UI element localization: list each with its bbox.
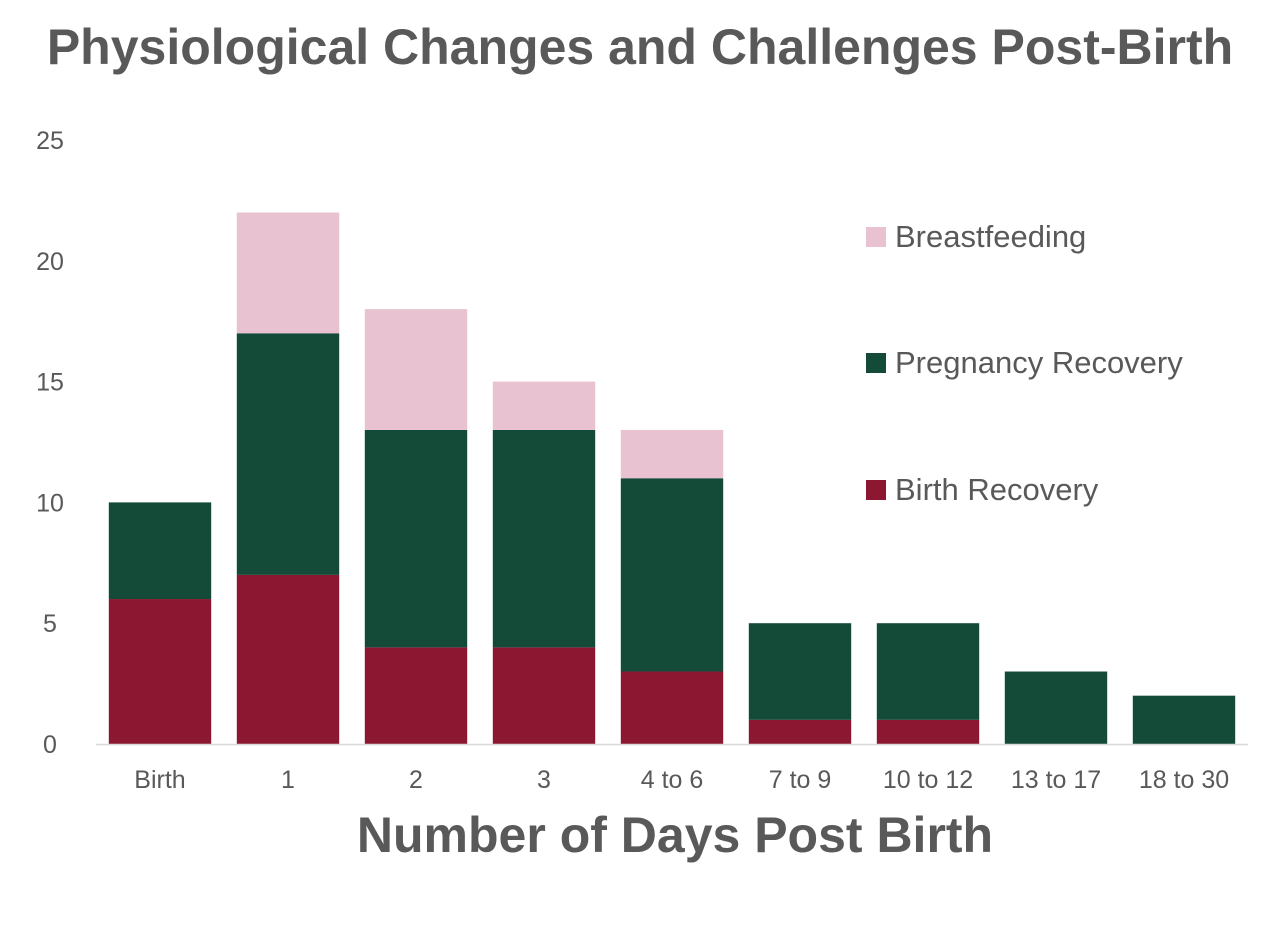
y-tick-label: 10 xyxy=(36,489,64,517)
bar-segment-breastfeeding xyxy=(492,381,596,430)
bar-segment-pregnancy-recovery xyxy=(1132,695,1236,744)
bar-segment-pregnancy-recovery xyxy=(492,429,596,648)
bar-segment-pregnancy-recovery xyxy=(236,333,340,575)
bar-segment-pregnancy-recovery xyxy=(620,478,724,672)
bar-segment-breastfeeding xyxy=(364,309,468,430)
bar-segment-pregnancy-recovery xyxy=(1004,671,1108,744)
bar-segment-pregnancy-recovery xyxy=(364,429,468,648)
legend: Breastfeeding Pregnancy Recovery Birth Rec… xyxy=(866,219,1183,507)
x-tick-label: Birth xyxy=(134,766,185,794)
bar-series-group xyxy=(108,212,1236,744)
bar-segment-birth-recovery xyxy=(236,574,340,744)
x-tick-label: 18 to 30 xyxy=(1139,766,1229,794)
bar-segment-birth-recovery xyxy=(620,671,724,744)
bar-segment-breastfeeding xyxy=(620,429,724,479)
bar-segment-birth-recovery xyxy=(492,647,596,744)
bar-segment-pregnancy-recovery xyxy=(108,502,212,600)
x-tick-label: 2 xyxy=(409,766,423,794)
y-axis-ticks: 0 5 10 15 20 25 xyxy=(36,127,64,759)
bar-segment-birth-recovery xyxy=(364,647,468,744)
bar-segment-birth-recovery xyxy=(876,719,980,744)
bar-segment-breastfeeding xyxy=(236,212,340,334)
y-tick-label: 20 xyxy=(36,248,64,276)
chart-title: Physiological Changes and Challenges Pos… xyxy=(46,19,1234,75)
bar-segment-birth-recovery xyxy=(108,599,212,744)
x-axis-ticks: Birth 1 2 3 4 to 6 7 to 9 10 to 12 13 to 17 18 t… xyxy=(134,766,1229,794)
y-tick-label: 15 xyxy=(36,369,64,397)
legend-swatch xyxy=(866,227,886,247)
x-tick-label: 3 xyxy=(537,766,551,794)
legend-label: Breastfeeding xyxy=(895,219,1086,254)
x-tick-label: 13 to 17 xyxy=(1011,766,1101,794)
y-tick-label: 25 xyxy=(36,127,64,155)
x-tick-label: 10 to 12 xyxy=(883,766,973,794)
y-tick-label: 5 xyxy=(43,610,57,638)
bar-segment-pregnancy-recovery xyxy=(748,623,852,720)
bar-segment-pregnancy-recovery xyxy=(876,623,980,720)
y-tick-label: 0 xyxy=(43,731,57,759)
x-axis-title: Number of Days Post Birth xyxy=(356,807,994,863)
legend-label: Pregnancy Recovery xyxy=(895,345,1183,380)
legend-label: Birth Recovery xyxy=(895,472,1099,507)
bar-segment-birth-recovery xyxy=(748,719,852,744)
x-tick-label: 1 xyxy=(281,766,295,794)
x-tick-label: 7 to 9 xyxy=(769,766,832,794)
legend-swatch xyxy=(866,353,886,373)
x-tick-label: 4 to 6 xyxy=(641,766,704,794)
legend-swatch xyxy=(866,480,886,500)
